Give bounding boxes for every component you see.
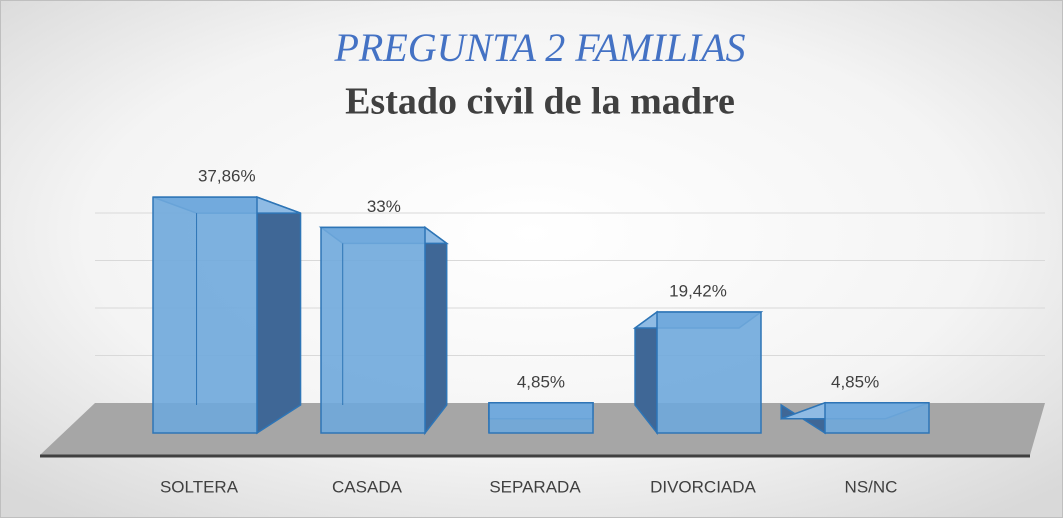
bar bbox=[488, 402, 594, 434]
bar-front bbox=[320, 226, 426, 434]
data-label: 37,86% bbox=[198, 167, 256, 186]
data-label: 19,42% bbox=[669, 281, 727, 300]
bar-side bbox=[424, 225, 448, 436]
chart-title: PREGUNTA 2 FAMILIAS bbox=[333, 25, 745, 70]
bar bbox=[318, 225, 449, 436]
data-label: 33% bbox=[367, 197, 401, 216]
chart-subtitle: Estado civil de la madre bbox=[345, 81, 735, 123]
x-tick-label: NS/NC bbox=[845, 477, 898, 496]
x-tick-label: SOLTERA bbox=[160, 477, 239, 496]
x-tick-label: DIVORCIADA bbox=[650, 477, 756, 496]
bar-side bbox=[256, 196, 302, 435]
bar bbox=[780, 401, 930, 435]
bar bbox=[152, 196, 302, 435]
data-label: 4,85% bbox=[517, 372, 565, 391]
bar-front bbox=[656, 311, 762, 434]
bar-front bbox=[824, 402, 930, 434]
bar-front bbox=[488, 402, 594, 434]
x-tick-label: SEPARADA bbox=[489, 477, 581, 496]
x-tick-label: CASADA bbox=[332, 477, 403, 496]
bar-front bbox=[152, 196, 258, 434]
data-label: 4,85% bbox=[831, 372, 879, 391]
bar bbox=[632, 310, 764, 436]
